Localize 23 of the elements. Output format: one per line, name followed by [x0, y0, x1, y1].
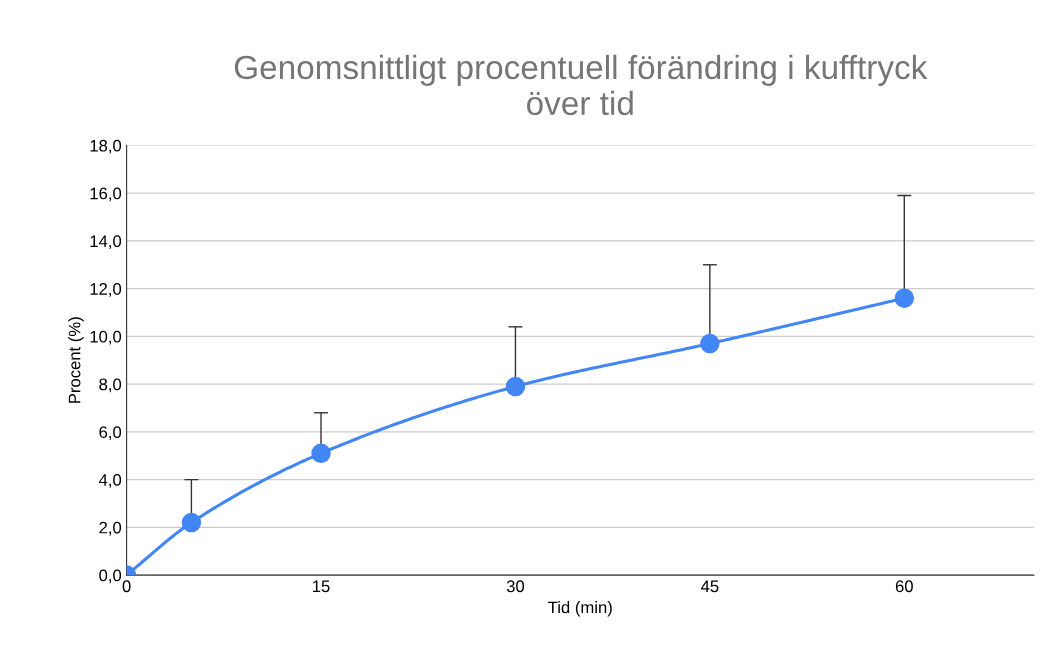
chart-title: Genomsnittligt procentuell förändring i kufftryck över tid: [234, 54, 928, 116]
y-tick-label: 14,0: [90, 235, 122, 250]
point: [311, 443, 331, 464]
y-tick-label: 12,0: [90, 283, 122, 297]
point: [181, 512, 202, 533]
point: [505, 376, 526, 397]
x-tick-label: 15: [313, 580, 330, 593]
x-tick-label: 0: [122, 580, 131, 593]
y-tick-label: 4,0: [98, 473, 122, 488]
y-axis-title: Procent (%): [68, 317, 84, 403]
y-tick-label: 0,0: [99, 569, 122, 584]
point: [700, 333, 720, 354]
y-tick-label: 2,0: [99, 521, 122, 536]
x-tick-label: 45: [700, 580, 719, 593]
y-tick-label: 10,0: [90, 330, 122, 345]
y-tick-label: 8,0: [99, 378, 122, 393]
point: [894, 288, 915, 308]
y-tick-label: 6,0: [99, 426, 122, 441]
x-axis-title: Tid (min): [548, 601, 612, 617]
x-tick-label: 30: [506, 580, 525, 593]
y-tick-label: 18,0: [90, 139, 122, 154]
x-tick-label: 60: [895, 580, 913, 593]
y-tick-label: 16,0: [90, 187, 122, 202]
